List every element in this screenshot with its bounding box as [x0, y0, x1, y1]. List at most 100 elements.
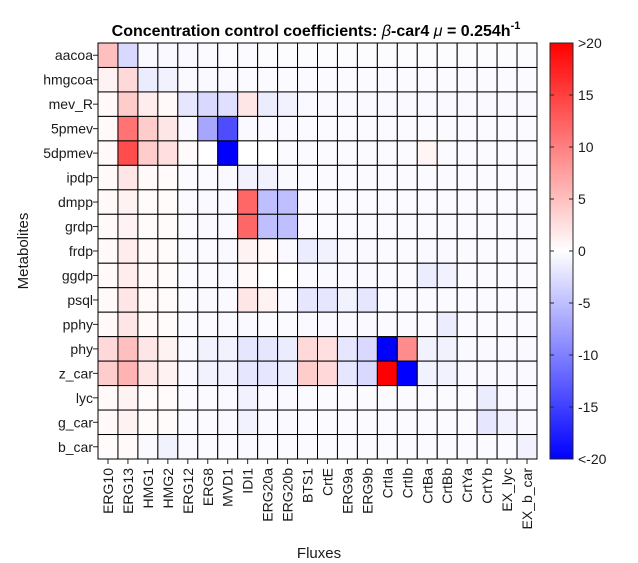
- heatmap-cell: [177, 189, 199, 215]
- heatmap-cell: [396, 360, 418, 387]
- heatmap-cell: [416, 238, 438, 264]
- heatmap-cell: [317, 360, 338, 387]
- heatmap-cell: [376, 189, 398, 215]
- colorbar-tick-label: 0: [578, 243, 586, 259]
- heatmap-cell: [456, 115, 478, 142]
- heatmap-cell: [157, 140, 179, 166]
- heatmap-cell: [237, 42, 259, 68]
- x-tick-label: MVD1: [220, 468, 236, 507]
- heatmap-cell: [396, 189, 418, 215]
- x-tick-label: ERG20a: [260, 468, 276, 522]
- heatmap-cell: [257, 409, 279, 436]
- heatmap-cell: [396, 115, 418, 142]
- x-tick-label: CrtIa: [379, 468, 395, 499]
- heatmap-cell: [336, 336, 358, 362]
- heatmap-cell: [317, 66, 338, 93]
- heatmap-cell: [237, 164, 259, 191]
- colorbar-tick-label: 5: [578, 191, 586, 207]
- heatmap-cell: [516, 140, 538, 166]
- heatmap-cell: [137, 66, 159, 93]
- heatmap-cell: [456, 336, 478, 362]
- heatmap-cell: [317, 336, 338, 362]
- colorbar-tick-label: 15: [578, 87, 594, 103]
- heatmap-cell: [436, 238, 458, 264]
- heatmap-cell: [436, 164, 458, 191]
- heatmap-cell: [516, 287, 538, 313]
- heatmap-cell: [317, 262, 338, 289]
- heatmap-cell: [456, 213, 478, 240]
- heatmap-cell: [257, 66, 279, 93]
- heatmap-cell: [317, 42, 338, 68]
- heatmap-cell: [336, 140, 358, 166]
- heatmap-cell: [217, 189, 239, 215]
- plot-frame: [97, 42, 538, 460]
- y-tick-label: ipdp: [67, 170, 94, 186]
- heatmap-cell: [197, 311, 219, 338]
- heatmap-cell: [137, 164, 159, 191]
- heatmap-cell: [297, 385, 318, 411]
- heatmap-cell: [476, 336, 498, 362]
- heatmap-cell: [456, 189, 478, 215]
- heatmap-cell: [356, 409, 378, 436]
- heatmap-cell: [336, 164, 358, 191]
- heatmap-cell: [516, 115, 538, 142]
- heatmap-cell: [237, 287, 259, 313]
- heatmap-cell: [137, 434, 159, 460]
- heatmap-cell: [197, 164, 219, 191]
- heatmap-cell: [356, 360, 378, 387]
- heatmap-cell: [257, 164, 279, 191]
- y-tick-label: ggdp: [62, 267, 93, 283]
- heatmap-cell: [456, 434, 478, 460]
- x-tick-label: ERG20b: [280, 468, 296, 522]
- heatmap-cell: [117, 434, 139, 460]
- heatmap-cell: [376, 287, 398, 313]
- heatmap-cell: [416, 311, 438, 338]
- heatmap-cell: [396, 140, 418, 166]
- title-prefix: Concentration control coefficients:: [112, 23, 382, 40]
- heatmap-cell: [157, 115, 179, 142]
- heatmap-cell: [297, 434, 318, 460]
- x-tick-label: BTS1: [300, 468, 316, 503]
- colorbar-tick-label: >20: [578, 35, 602, 51]
- heatmap-cell: [157, 262, 179, 289]
- heatmap-cell: [496, 311, 518, 338]
- title-mu: μ: [433, 23, 443, 40]
- heatmap-cell: [317, 287, 338, 313]
- heatmap-cell: [237, 213, 259, 240]
- heatmap-cell: [197, 360, 219, 387]
- heatmap-cell: [177, 164, 199, 191]
- heatmap-cell: [197, 287, 219, 313]
- heatmap-cell: [356, 140, 378, 166]
- heatmap-cell: [117, 238, 139, 264]
- heatmap-cell: [456, 238, 478, 264]
- heatmap-cell: [237, 311, 259, 338]
- heatmap-cell: [496, 360, 518, 387]
- heatmap-cell: [197, 115, 219, 142]
- x-tick-label: ERG8: [200, 468, 216, 506]
- heatmap-cell: [396, 385, 418, 411]
- heatmap-cell: [277, 189, 299, 215]
- heatmap-cell: [336, 287, 358, 313]
- heatmap-cell: [217, 91, 239, 117]
- heatmap-cell: [496, 189, 518, 215]
- heatmap-cell: [277, 213, 299, 240]
- heatmap-cell: [177, 409, 199, 436]
- heatmap-cell: [317, 140, 338, 166]
- heatmap-cell: [277, 91, 299, 117]
- heatmap-cell: [516, 164, 538, 191]
- heatmap-cell: [416, 115, 438, 142]
- heatmap-cell: [516, 213, 538, 240]
- heatmap-cell: [277, 409, 299, 436]
- heatmap-cell: [396, 213, 418, 240]
- heatmap-cell: [277, 115, 299, 142]
- heatmap-cell: [356, 66, 378, 93]
- heatmap-cell: [496, 115, 518, 142]
- heatmap-cell: [496, 385, 518, 411]
- x-tick-label: ERG9b: [359, 468, 375, 514]
- heatmap-cell: [516, 385, 538, 411]
- heatmap-cell: [456, 385, 478, 411]
- heatmap-cell: [257, 360, 279, 387]
- heatmap-cell: [157, 66, 179, 93]
- heatmap-cell: [356, 164, 378, 191]
- heatmap-cell: [356, 287, 378, 313]
